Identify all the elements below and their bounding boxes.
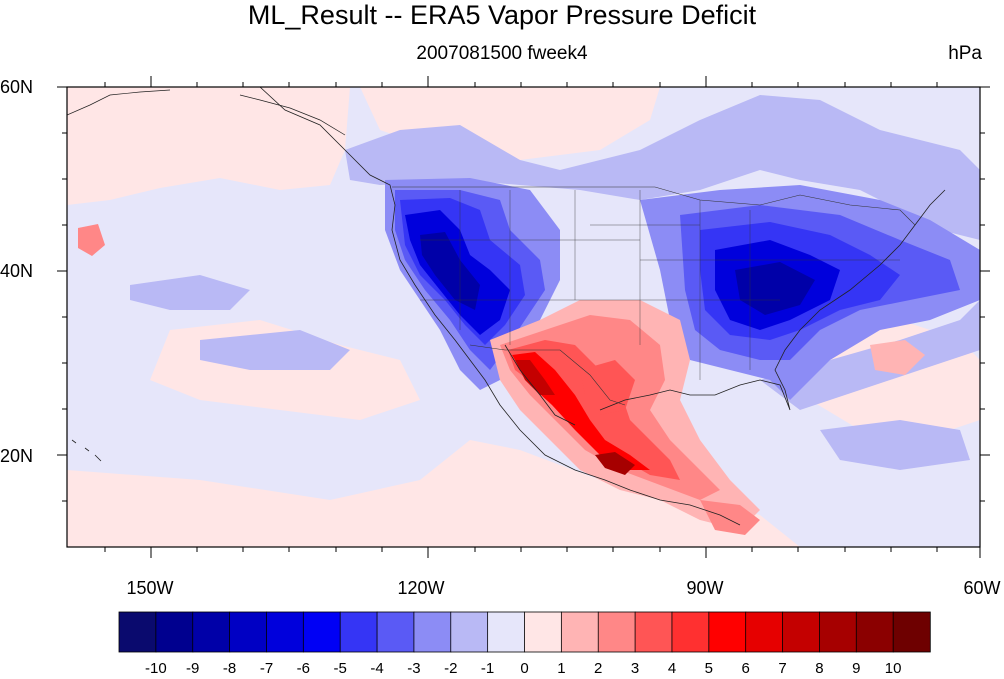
state-lines bbox=[420, 190, 900, 380]
vpd-field bbox=[67, 87, 980, 547]
border-us-mexico bbox=[469, 344, 626, 406]
colorbar-swatch bbox=[782, 611, 821, 653]
paleblue-region-canada bbox=[345, 95, 980, 240]
pink-region-north-pacific bbox=[67, 87, 350, 205]
colorbar-swatch bbox=[302, 611, 341, 653]
lat-label-60n: 60N bbox=[0, 77, 34, 97]
colorbar-swatch bbox=[634, 611, 673, 653]
colorbar bbox=[118, 611, 931, 653]
red6-region-mexico bbox=[512, 352, 650, 470]
colorbar-tick-label: 3 bbox=[630, 660, 640, 677]
lat-label-20n: 20N bbox=[0, 446, 34, 466]
colorbar-swatch bbox=[376, 611, 415, 653]
colorbar-tick-label: -2 bbox=[444, 660, 458, 677]
colorbar-tick-label: -1 bbox=[480, 660, 495, 677]
colorbar-tick-label: -7 bbox=[259, 660, 274, 677]
colorbar-swatch bbox=[229, 611, 268, 653]
colorbar-swatch bbox=[413, 611, 452, 653]
colorbar-swatch bbox=[118, 611, 157, 653]
colorbar-swatch bbox=[892, 611, 931, 653]
colorbar-tick-label: 7 bbox=[778, 660, 787, 677]
red-region-central-america bbox=[700, 500, 760, 535]
paleblue-region-gulf-atlantic bbox=[760, 300, 980, 410]
blue9-core-western-us bbox=[420, 232, 480, 310]
colorbar-tick-label: 4 bbox=[667, 660, 677, 677]
colorbar-tick-label: -6 bbox=[296, 660, 310, 677]
hawaii-islands bbox=[71, 439, 102, 462]
colorbar-tick-label: 10 bbox=[884, 660, 902, 677]
colorbar-swatch bbox=[266, 611, 305, 653]
colorbar-tick-label: 0 bbox=[520, 660, 529, 677]
colorbar-swatch bbox=[560, 611, 599, 653]
colorbar-swatch bbox=[155, 611, 194, 653]
colorbar-swatch bbox=[450, 611, 489, 653]
red9-region-mexico bbox=[595, 452, 635, 475]
colorbar-swatch bbox=[597, 611, 636, 653]
colorbar-tick-label: -9 bbox=[186, 660, 200, 677]
colorbar-swatch bbox=[339, 611, 378, 653]
colorbar-swatch bbox=[708, 611, 747, 653]
colorbar-swatch bbox=[855, 611, 894, 653]
red-region-pacific-spot bbox=[78, 224, 105, 256]
colorbar-tick-label: 9 bbox=[852, 660, 861, 677]
lon-label-60w: 60W bbox=[963, 578, 1001, 598]
colorbar-tick-label: 2 bbox=[594, 660, 603, 677]
red-region-atlantic-spot bbox=[870, 340, 925, 375]
colorbar-tick-label: 6 bbox=[741, 660, 750, 677]
colorbar-tick-label: -10 bbox=[145, 660, 167, 677]
colorbar-tick-label: -3 bbox=[407, 660, 421, 677]
colorbar-swatch bbox=[671, 611, 710, 653]
colorbar-swatch bbox=[192, 611, 231, 653]
paleblue-region-pacific-west bbox=[130, 275, 250, 310]
blue9-core-eastern-us bbox=[735, 262, 815, 315]
colorbar-tick-label: 8 bbox=[815, 660, 824, 677]
pink-region-tropical-pacific bbox=[67, 440, 800, 547]
colorbar-tick-label: -4 bbox=[370, 660, 384, 677]
colorbar-swatch bbox=[487, 611, 526, 653]
paleblue-region-pacific-mid bbox=[200, 330, 350, 370]
lon-ticks bbox=[104, 76, 981, 558]
lon-label-150w: 150W bbox=[126, 578, 174, 598]
colorbar-tick-label: -5 bbox=[333, 660, 347, 677]
colorbar-swatch bbox=[745, 611, 784, 653]
coastline-alaska bbox=[67, 89, 346, 136]
colorbar-swatch bbox=[819, 611, 857, 653]
lon-label-120w: 120W bbox=[397, 578, 445, 598]
date-subtitle: 2007081500 fweek4 bbox=[416, 43, 588, 64]
coastline-north-america bbox=[259, 87, 946, 526]
lat-ticks bbox=[57, 86, 990, 502]
units-label: hPa bbox=[948, 43, 982, 64]
border-us-canada bbox=[392, 186, 916, 226]
lat-label-40n: 40N bbox=[0, 261, 34, 281]
colorbar-tick-label: 5 bbox=[704, 660, 713, 677]
colorbar-swatch bbox=[524, 611, 563, 653]
colorbar-tick-label: -8 bbox=[222, 660, 237, 677]
red8-region-mexico bbox=[515, 360, 555, 395]
lon-label-90w: 90W bbox=[686, 578, 724, 598]
paleblue-region-caribbean bbox=[820, 420, 970, 470]
map-title: ML_Result -- ERA5 Vapor Pressure Deficit bbox=[247, 0, 757, 30]
colorbar-tick-label: 1 bbox=[557, 660, 566, 677]
